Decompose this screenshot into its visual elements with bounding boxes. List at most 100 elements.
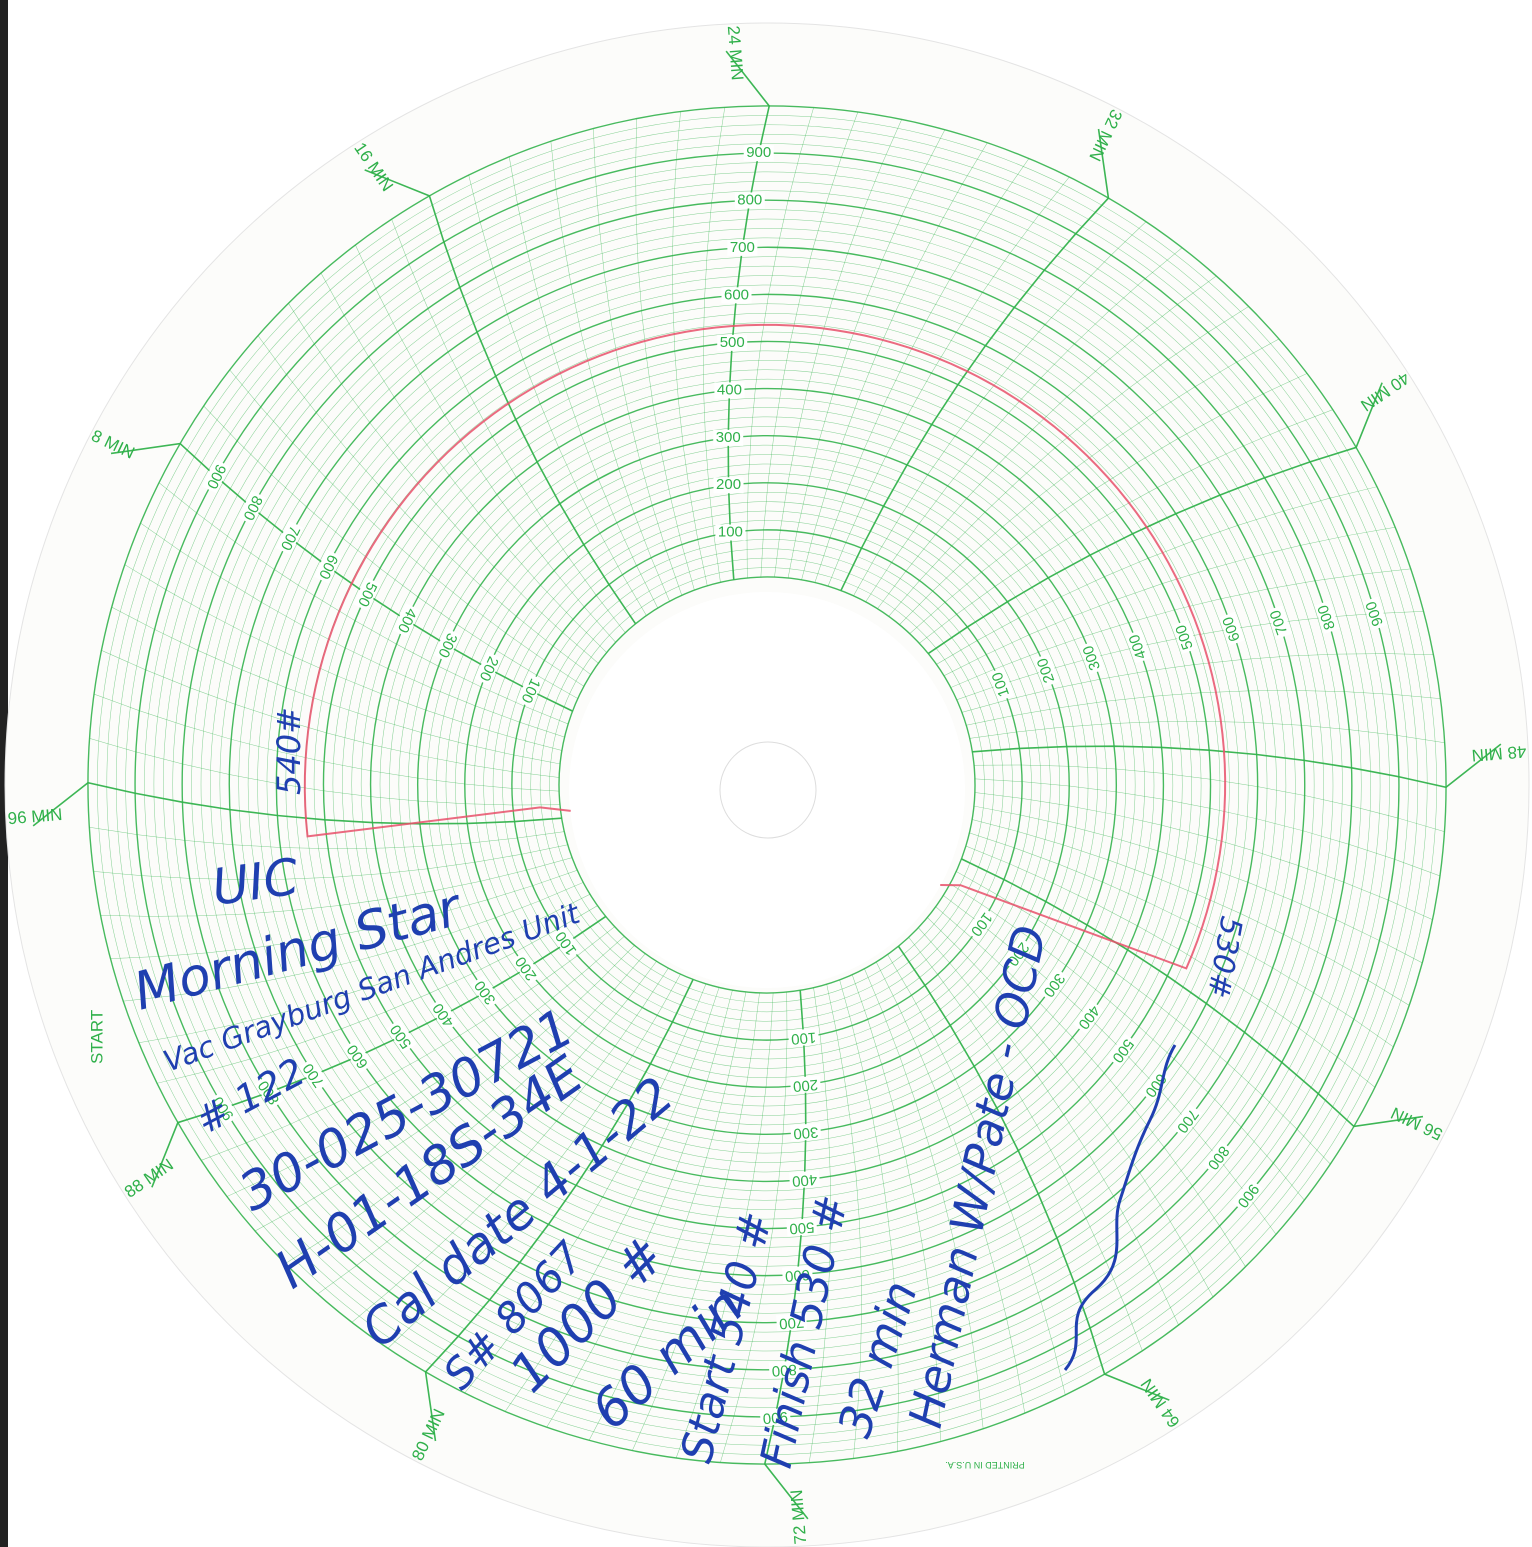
scale-label-bg (551, 926, 582, 960)
time-line (935, 906, 1246, 1267)
scale-label-bg (727, 239, 758, 256)
time-line (973, 805, 1423, 964)
time-line (974, 764, 1445, 832)
scale-label-bg (470, 975, 501, 1010)
scale-label-bg (353, 577, 381, 612)
scale-label: 200 (716, 476, 741, 493)
ring (181, 199, 1353, 1371)
ring (492, 510, 1042, 1060)
scale-label-bg (428, 997, 460, 1032)
ring (294, 312, 1240, 1258)
scale-label-bg (516, 673, 544, 708)
scale-label-bg (781, 1265, 814, 1284)
scale-label-bg (343, 1039, 374, 1074)
start-label: START (87, 1010, 106, 1064)
scale-label-bg (314, 549, 342, 584)
scale-label-bg (1266, 605, 1293, 640)
time-line (355, 244, 616, 643)
time-line (961, 653, 1434, 713)
time-line (101, 650, 560, 778)
scale-label-bg (1106, 1033, 1138, 1068)
scale-label-bg (789, 1075, 822, 1094)
time-line (760, 112, 859, 578)
time-line (943, 526, 1396, 676)
time-label: 24 MIN (724, 25, 747, 81)
ring (473, 491, 1061, 1079)
major-time-line (364, 169, 637, 625)
scan-edge (0, 0, 8, 1547)
scale-label-bg (734, 192, 765, 209)
time-line (140, 522, 565, 738)
time-line (974, 778, 1440, 877)
trace-line (303, 323, 1227, 970)
ring (116, 134, 1418, 1436)
scale-label-bg (776, 1312, 808, 1332)
scale-label-bg (768, 1360, 800, 1379)
scale-label-bg (238, 490, 266, 525)
ring (87, 105, 1447, 1465)
ring (483, 501, 1051, 1069)
signature (1063, 1044, 1177, 1371)
major-time-line (972, 743, 1502, 789)
scale-label: 600 (784, 1266, 810, 1285)
time-line (632, 992, 760, 1451)
time-line (876, 961, 1026, 1414)
time-line (969, 832, 1394, 1048)
time-line (124, 564, 562, 751)
scale-label-bg (254, 1075, 285, 1110)
time-line (966, 690, 1441, 726)
handwriting: UIC (209, 847, 303, 916)
time-line (918, 927, 1179, 1326)
scale-label-bg (1079, 640, 1105, 675)
time-line (226, 936, 625, 1197)
ring (219, 237, 1315, 1333)
scale-label: 900 (762, 1408, 788, 1427)
ring (342, 360, 1192, 1210)
time-line (936, 486, 1378, 665)
scale-label-bg (1362, 596, 1388, 631)
ring (521, 539, 1013, 1031)
time-line (839, 979, 899, 1452)
time-line (201, 926, 615, 1161)
scale-label-bg (1172, 620, 1198, 654)
time-line (508, 156, 658, 609)
scale-label: 600 (724, 286, 749, 303)
scale-label-bg (201, 459, 230, 494)
time-line (888, 306, 1249, 617)
ring (191, 209, 1343, 1361)
scale-label-bg (713, 429, 744, 446)
time-line (919, 409, 1333, 644)
scale-label-bg (786, 1217, 818, 1237)
time-line (801, 142, 988, 580)
time-line (285, 953, 646, 1264)
time-line (827, 176, 1070, 587)
time-line (808, 987, 831, 1463)
ring (247, 265, 1287, 1305)
ring (285, 303, 1249, 1267)
time-line (138, 894, 591, 1044)
ring (389, 407, 1145, 1163)
time-line (672, 111, 708, 586)
scale-label-bg (965, 907, 997, 941)
time-line (550, 141, 670, 602)
time-line (123, 882, 584, 1002)
time-line (593, 128, 683, 596)
printed-note: PRINTED IN U.S.A. (945, 1460, 1025, 1470)
scale-label-bg (433, 628, 461, 663)
time-line (949, 883, 1305, 1201)
time-line (720, 992, 788, 1463)
scale-label-bg (386, 1019, 417, 1054)
ring (502, 520, 1032, 1050)
major-time-line (32, 781, 562, 827)
time-line (203, 405, 578, 699)
time-line (814, 158, 1030, 583)
ring (125, 143, 1409, 1427)
time-line (111, 606, 561, 765)
scale-label-bg (1314, 600, 1340, 634)
time-line (899, 338, 1280, 625)
scale-label-bg (1125, 629, 1151, 664)
ring (97, 115, 1437, 1455)
ring (210, 228, 1324, 1342)
scale-label-bg (392, 603, 421, 638)
